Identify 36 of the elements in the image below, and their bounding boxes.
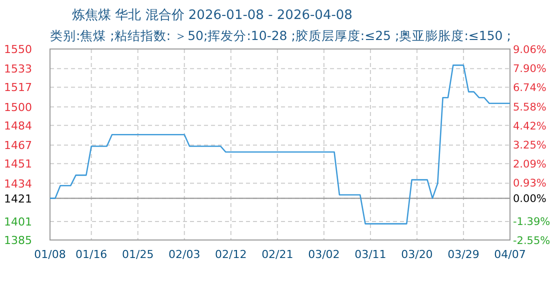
x-tick-label: 02/21	[262, 248, 294, 261]
chart-title: 炼焦煤 华北 混合价 2026-01-08 - 2026-04-08	[72, 8, 352, 23]
y2-tick-label: 2.09%	[513, 158, 546, 171]
y2-tick-label: 7.90%	[513, 63, 546, 76]
y2-tick-label: -1.39%	[513, 216, 550, 228]
y-tick-label: 1500	[4, 100, 32, 114]
y-tick-label: 1550	[4, 43, 32, 56]
y2-tick-label: 0.00%	[513, 193, 546, 206]
y2-tick-label: 3.25%	[513, 140, 546, 152]
chart-subtitle: 类别:焦煤 ;粘结指数: ＞50;挥发分:10-28 ;胶质层厚度:≤25 ;奥亚膨胀度:≤150 ;	[50, 28, 511, 43]
x-tick-label: 03/29	[448, 248, 480, 261]
y2-tick-label: 4.42%	[513, 120, 546, 132]
y-tick-label: 1517	[4, 81, 32, 94]
x-tick-label: 03/20	[401, 248, 433, 261]
x-tick-label: 02/03	[168, 248, 200, 261]
y2-tick-label: 0.93%	[513, 178, 546, 190]
y-tick-label: 1451	[4, 158, 32, 171]
x-tick-label: 03/02	[308, 248, 340, 261]
y-tick-label: 1533	[4, 62, 32, 76]
x-tick-label: 01/25	[122, 248, 154, 261]
x-tick-label: 04/07	[494, 248, 526, 261]
line-series	[49, 64, 511, 224]
x-tick-label: 03/11	[354, 248, 386, 261]
y2-tick-label: 5.58%	[513, 101, 546, 114]
y2-tick-label: 9.06%	[513, 44, 546, 56]
y-tick-label: 1434	[4, 177, 32, 190]
y2-tick-label: -2.55%	[513, 235, 550, 247]
y-tick-label: 1484	[4, 119, 32, 132]
x-tick-label: 01/08	[34, 248, 66, 261]
y-tick-label: 1401	[4, 215, 32, 228]
y-tick-label: 1385	[4, 234, 32, 247]
y2-tick-label: 6.74%	[513, 82, 546, 94]
x-tick-label: 01/16	[75, 248, 108, 261]
y-tick-label: 1421	[4, 192, 32, 206]
x-tick-label: 02/12	[215, 248, 247, 261]
y-tick-label: 1467	[4, 139, 32, 152]
